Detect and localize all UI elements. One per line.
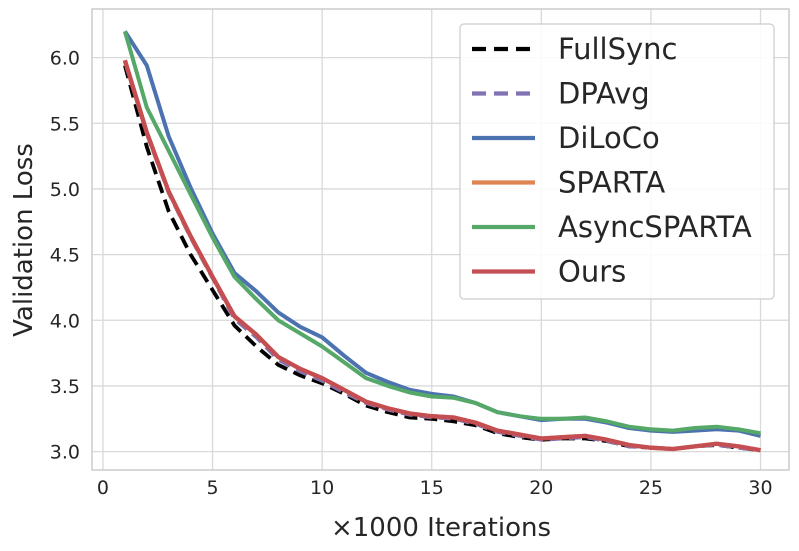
x-tick-labels: 0 5 10 15 20 25 30 xyxy=(97,477,773,499)
x-tick-label: 5 xyxy=(207,477,219,499)
y-tick-labels: 3.0 3.5 4.0 4.5 5.0 5.5 6.0 xyxy=(50,48,80,464)
x-tick-label: 0 xyxy=(97,477,109,499)
legend-item-dpavg: DPAvg xyxy=(472,77,650,111)
x-tick-label: 20 xyxy=(529,477,553,499)
series-line-asyncsparta xyxy=(122,30,761,436)
y-axis-label: Validation Loss xyxy=(9,143,39,337)
y-tick-label: 6.0 xyxy=(50,48,80,70)
y-tick-label: 4.5 xyxy=(50,245,80,267)
series-lines xyxy=(122,30,761,453)
x-axis-label: ×1000 Iterations xyxy=(331,513,551,543)
x-tick-label: 30 xyxy=(748,477,772,499)
legend-box xyxy=(459,23,775,300)
legend-label: DiLoCo xyxy=(558,121,660,155)
y-tick-label: 3.0 xyxy=(50,442,80,464)
x-tick-label: 15 xyxy=(420,477,444,499)
x-tick-label: 25 xyxy=(639,477,663,499)
legend-item-diloco: DiLoCo xyxy=(472,121,660,155)
legend-item-sparta: SPARTA xyxy=(472,166,665,200)
y-tick-label: 3.5 xyxy=(50,376,80,398)
legend-label: AsyncSPARTA xyxy=(558,210,752,244)
legend-item-fullsync: FullSync xyxy=(472,32,677,66)
y-tick-label: 4.0 xyxy=(50,310,80,332)
legend-label: DPAvg xyxy=(558,77,650,111)
plot-frame xyxy=(91,8,790,471)
legend-label: SPARTA xyxy=(558,166,665,200)
series-line-ours xyxy=(122,59,761,453)
x-tick-label: 10 xyxy=(310,477,334,499)
legend-item-asyncsparta: AsyncSPARTA xyxy=(472,210,752,244)
legend-label: Ours xyxy=(558,255,626,289)
y-tick-label: 5.5 xyxy=(50,113,80,135)
legend-label: FullSync xyxy=(558,32,677,66)
y-tick-label: 5.0 xyxy=(50,179,80,201)
legend-item-ours: Ours xyxy=(472,255,626,289)
legend: FullSync DPAvg DiLoCo SPARTA AsyncSPARTA Ours xyxy=(459,23,775,300)
